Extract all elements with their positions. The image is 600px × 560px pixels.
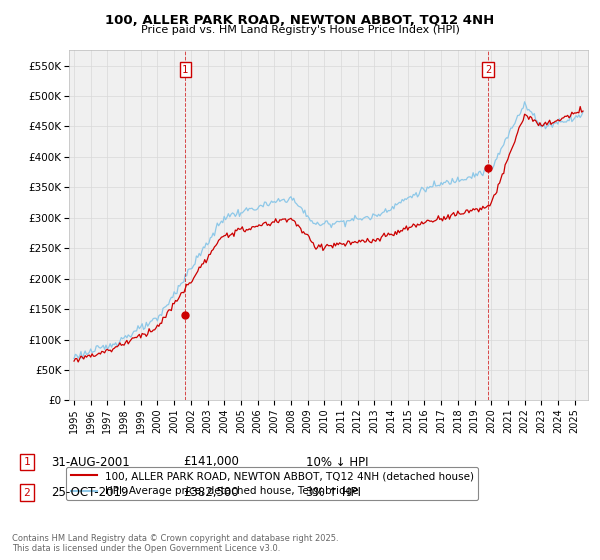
Text: 10% ↓ HPI: 10% ↓ HPI bbox=[306, 455, 368, 469]
Text: Price paid vs. HM Land Registry's House Price Index (HPI): Price paid vs. HM Land Registry's House … bbox=[140, 25, 460, 35]
Text: 1: 1 bbox=[23, 457, 31, 467]
Text: 31-AUG-2001: 31-AUG-2001 bbox=[51, 455, 130, 469]
Text: £141,000: £141,000 bbox=[183, 455, 239, 469]
Text: 1: 1 bbox=[182, 65, 188, 75]
Text: 2: 2 bbox=[23, 488, 31, 498]
Text: Contains HM Land Registry data © Crown copyright and database right 2025.
This d: Contains HM Land Registry data © Crown c… bbox=[12, 534, 338, 553]
Text: 3% ↑ HPI: 3% ↑ HPI bbox=[306, 486, 361, 500]
Legend: 100, ALLER PARK ROAD, NEWTON ABBOT, TQ12 4NH (detached house), HPI: Average pric: 100, ALLER PARK ROAD, NEWTON ABBOT, TQ12… bbox=[67, 467, 478, 501]
Text: 100, ALLER PARK ROAD, NEWTON ABBOT, TQ12 4NH: 100, ALLER PARK ROAD, NEWTON ABBOT, TQ12… bbox=[106, 14, 494, 27]
Text: £382,500: £382,500 bbox=[183, 486, 239, 500]
Text: 25-OCT-2019: 25-OCT-2019 bbox=[51, 486, 128, 500]
Text: 2: 2 bbox=[485, 65, 491, 75]
